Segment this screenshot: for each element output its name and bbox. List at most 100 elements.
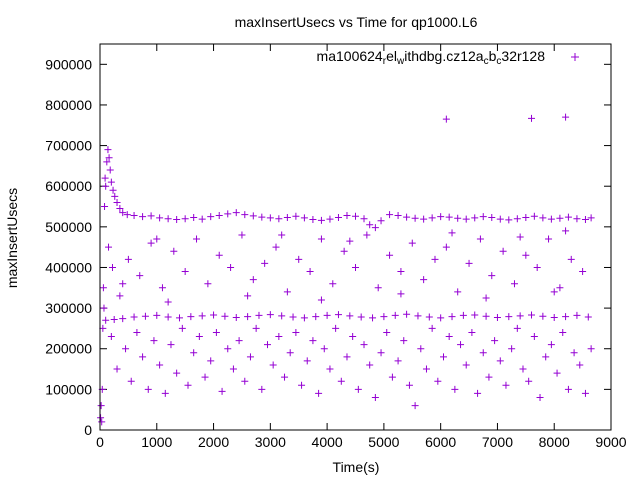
data-point — [232, 209, 240, 217]
data-point — [349, 333, 357, 341]
data-point — [119, 209, 127, 217]
data-point — [394, 211, 402, 219]
data-point — [224, 210, 232, 218]
x-tick-label: 0 — [96, 434, 104, 450]
data-point — [346, 237, 354, 245]
data-point — [150, 337, 158, 345]
data-point — [127, 377, 135, 385]
data-point — [258, 385, 266, 393]
y-tick-label: 300000 — [45, 300, 92, 316]
data-point — [181, 268, 189, 276]
data-point — [414, 312, 422, 320]
data-point — [204, 280, 212, 288]
data-point — [147, 212, 155, 220]
data-point — [241, 211, 249, 219]
data-point — [352, 212, 359, 220]
data-point — [371, 224, 379, 232]
data-point — [283, 213, 291, 221]
data-point — [105, 154, 113, 162]
data-point — [462, 215, 470, 223]
data-point — [562, 227, 570, 235]
x-tick-label: 6000 — [425, 434, 456, 450]
data-point — [386, 211, 394, 219]
data-point — [193, 235, 201, 243]
data-point — [215, 211, 223, 219]
data-point — [337, 377, 345, 385]
data-point — [510, 280, 518, 288]
data-point — [343, 353, 351, 361]
data-point — [164, 313, 172, 321]
data-point — [482, 312, 490, 320]
data-point — [164, 215, 172, 223]
data-point — [468, 328, 476, 336]
y-tick-label: 400000 — [45, 259, 92, 275]
data-point — [403, 310, 411, 318]
data-point — [241, 377, 249, 385]
data-point — [303, 357, 311, 365]
plot-frame — [99, 43, 612, 431]
data-point — [405, 381, 413, 389]
data-point — [360, 215, 368, 223]
data-point — [539, 214, 547, 222]
data-point — [573, 215, 581, 223]
x-tick-label: 1000 — [141, 434, 172, 450]
data-point — [459, 311, 467, 319]
data-point — [508, 345, 516, 353]
data-point — [101, 174, 109, 182]
data-point — [482, 294, 490, 302]
data-point — [564, 385, 572, 393]
data-point — [244, 292, 252, 300]
data-point — [275, 333, 283, 341]
data-point — [261, 259, 269, 267]
points-layer — [97, 113, 595, 426]
data-point — [369, 314, 377, 322]
data-point — [198, 312, 206, 320]
data-point — [130, 313, 138, 321]
data-point — [312, 313, 320, 321]
y-tick-label: 800000 — [45, 97, 92, 113]
y-tick-label: 0 — [84, 422, 92, 438]
data-point — [437, 314, 445, 322]
data-point — [386, 251, 394, 259]
data-point — [300, 214, 308, 222]
data-point — [465, 259, 473, 267]
data-point — [99, 284, 107, 292]
data-point — [442, 115, 450, 123]
data-point — [366, 221, 374, 229]
y-tick-label: 100000 — [45, 381, 92, 397]
data-point — [539, 312, 547, 320]
data-point — [161, 389, 169, 397]
data-point — [377, 217, 385, 225]
data-point — [283, 288, 291, 296]
data-point — [278, 312, 286, 320]
data-point — [201, 373, 209, 381]
data-point — [562, 113, 570, 121]
data-point — [306, 268, 314, 276]
y-tick-label: 700000 — [45, 138, 92, 154]
data-point — [153, 311, 161, 319]
data-point — [536, 393, 544, 401]
data-point — [493, 313, 501, 321]
data-point — [278, 231, 286, 239]
data-point — [545, 235, 553, 243]
data-point — [158, 284, 166, 292]
data-point — [471, 311, 479, 319]
data-point — [119, 315, 127, 323]
data-point — [513, 215, 521, 223]
data-point — [584, 313, 592, 321]
data-point — [187, 313, 195, 321]
data-point — [334, 311, 342, 319]
x-tick-label: 9000 — [595, 434, 626, 450]
data-point — [522, 213, 530, 221]
data-point — [576, 361, 584, 369]
x-tick-label: 8000 — [539, 434, 570, 450]
data-point — [397, 290, 405, 298]
data-point — [263, 341, 271, 349]
data-point — [457, 341, 465, 349]
data-point — [400, 337, 408, 345]
data-point — [295, 255, 303, 263]
data-point — [110, 315, 118, 323]
data-point — [317, 216, 325, 224]
data-point — [502, 381, 510, 389]
